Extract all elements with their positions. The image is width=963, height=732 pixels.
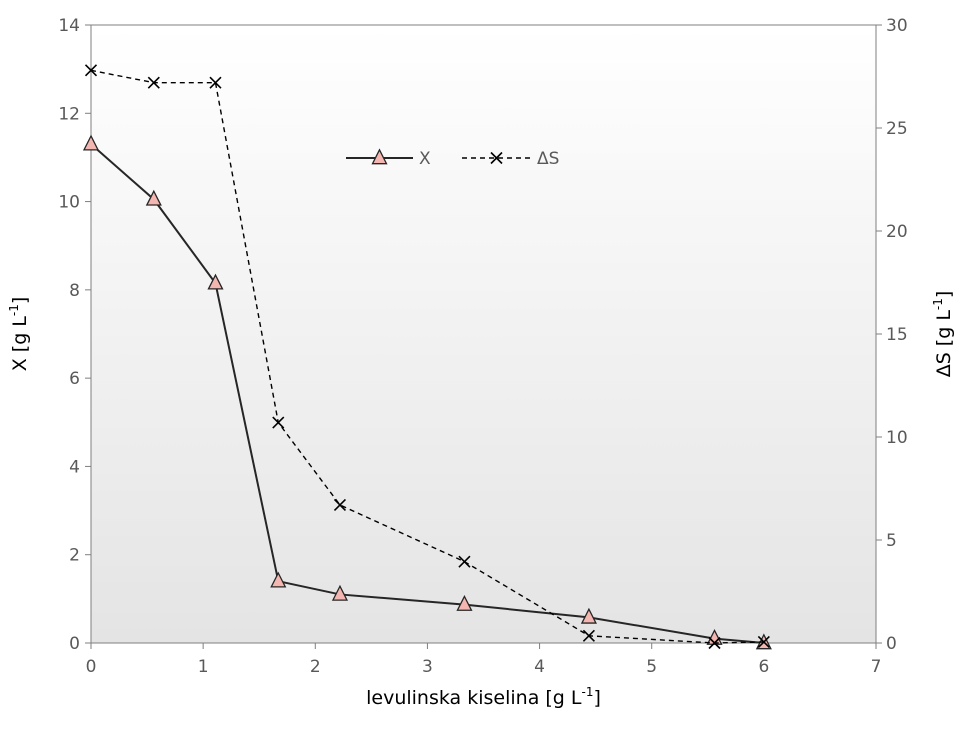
x-tick-label: 4 [534,657,545,677]
y-tick-label: 8 [69,281,80,301]
y2-tick-label: 25 [886,119,908,139]
x-tick-label: 3 [422,657,433,677]
y-tick-label: 6 [69,369,80,389]
y-tick-label: 10 [58,193,80,213]
legend-label: X [419,149,431,169]
y2-tick-label: 0 [886,634,897,654]
y2-tick-label: 15 [886,325,908,345]
legend-label: ΔS [537,149,559,169]
x-tick-label: 6 [758,657,769,677]
y2-tick-label: 20 [886,222,908,242]
y2-tick-label: 30 [886,16,908,36]
x-tick-label: 7 [871,657,882,677]
x-tick-label: 2 [310,657,321,677]
y-tick-label: 4 [69,457,80,477]
x-tick-label: 5 [646,657,657,677]
y2-tick-label: 10 [886,428,908,448]
y2-axis-title: ΔS [g L-1] [931,291,955,378]
y-tick-label: 12 [58,104,80,124]
y-axis-title: X [g L-1] [7,297,31,372]
x-tick-label: 1 [198,657,209,677]
plot-area [91,25,876,643]
x-axis-title: levulinska kiselina [g L-1] [366,685,601,709]
y2-tick-label: 5 [886,531,897,551]
y-tick-label: 2 [69,546,80,566]
y-tick-label: 0 [69,634,80,654]
y-tick-label: 14 [58,16,80,36]
x-tick-label: 0 [86,657,97,677]
